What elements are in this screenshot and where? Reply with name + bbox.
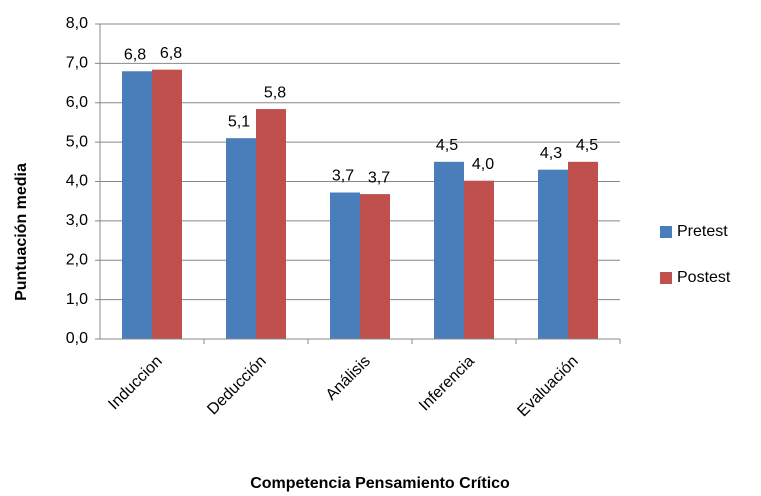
x-tick-label: Inferencia [416,353,478,415]
bar [330,192,360,339]
value-label: 4,0 [472,156,494,173]
y-tick-label: 4,0 [66,173,88,190]
x-tick-label: Induccion [105,353,165,413]
legend-swatch [660,226,672,238]
y-tick-label: 1,0 [66,291,88,308]
bar [538,169,568,339]
y-tick-label: 3,0 [66,212,88,229]
value-label: 3,7 [368,169,390,186]
legend-swatch [660,272,672,284]
bar [360,194,390,339]
bar [256,109,286,339]
legend-label: Postest [677,269,731,286]
value-label: 4,5 [576,137,598,154]
bar [464,180,494,339]
value-label: 6,8 [124,46,146,63]
value-label: 4,3 [540,145,562,162]
value-label: 6,8 [160,45,182,62]
y-tick-label: 0,0 [66,330,88,347]
x-tick-label: Evaluación [514,353,581,420]
value-label: 4,5 [436,137,458,154]
bar [152,69,182,340]
y-tick-label: 2,0 [66,251,88,268]
x-tick-label: Deducción [204,353,269,418]
value-label: 5,8 [264,84,286,101]
x-axis-title: Competencia Pensamiento Crítico [250,475,510,492]
x-tick-label: Análisis [323,353,374,404]
y-tick-label: 6,0 [66,94,88,111]
bar [434,161,464,339]
y-tick-label: 5,0 [66,133,88,150]
y-axis-title: Puntuación media [13,163,30,301]
bar [568,161,598,339]
value-label: 5,1 [228,113,250,130]
value-label: 3,7 [332,168,354,185]
legend-label: Pretest [677,223,728,240]
y-tick-label: 8,0 [66,15,88,32]
y-tick-label: 7,0 [66,55,88,72]
bar [122,71,152,339]
bar [226,138,256,339]
